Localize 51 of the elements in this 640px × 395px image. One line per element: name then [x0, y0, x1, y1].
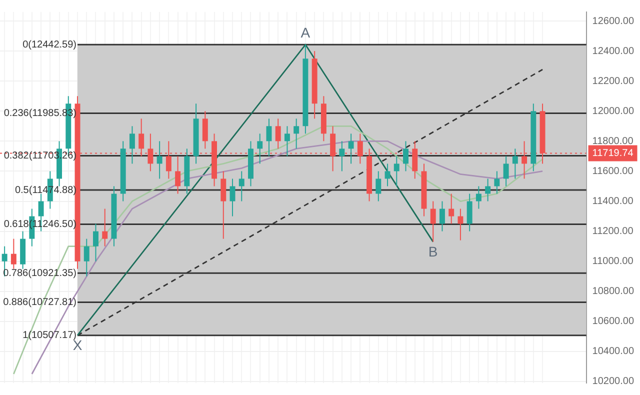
candlestick — [448, 193, 454, 224]
candlestick — [458, 208, 464, 241]
candlestick — [339, 140, 345, 172]
candlestick — [129, 126, 135, 164]
y-tick-label: 11400.00 — [592, 196, 634, 208]
candlestick — [202, 110, 208, 150]
y-tick-label: 12000.00 — [592, 106, 634, 117]
candlestick — [430, 200, 436, 242]
candlestick — [10, 238, 16, 270]
y-tick-label: 10600.00 — [592, 316, 634, 328]
candlestick — [466, 193, 472, 232]
candlestick — [156, 140, 162, 180]
candlestick — [284, 126, 290, 157]
y-tick-label: 11000.00 — [592, 256, 634, 268]
y-tick-label: 11600.00 — [592, 166, 634, 177]
candlestick — [439, 200, 445, 232]
candlestick — [403, 140, 408, 172]
candlestick — [503, 156, 509, 187]
annotation: A — [300, 24, 311, 41]
candlestick — [376, 170, 382, 202]
annotation: B — [428, 244, 438, 260]
y-tick-label: 11200.00 — [592, 226, 634, 238]
candlestick — [384, 163, 390, 187]
y-tick-label: 10800.00 — [592, 286, 634, 298]
candlestick — [257, 133, 263, 164]
ref-line-label: 0.886(10727.81) — [3, 296, 77, 308]
ref-line-label: 1(10507.17) — [22, 330, 77, 342]
candlestick — [394, 156, 400, 187]
y-tick-label: 12400.00 — [592, 46, 634, 57]
y-tick-label: 12200.00 — [592, 76, 634, 87]
candlestick — [175, 156, 181, 194]
candlestick — [494, 170, 500, 194]
ref-line-label: 11719.74 — [592, 148, 634, 159]
candlestick — [266, 118, 272, 157]
y-tick-label: 10400.00 — [592, 346, 634, 358]
candlestick — [512, 148, 518, 180]
candlestick — [476, 186, 482, 210]
ref-line-label: 0(12442.59) — [22, 39, 77, 50]
y-tick-label: 12600.00 — [592, 16, 634, 27]
candlestick — [485, 178, 491, 202]
y-tick-label: 10200.00 — [592, 376, 634, 388]
candlestick — [93, 223, 98, 262]
candlestick — [294, 118, 300, 150]
candlestick — [238, 170, 244, 202]
candlestick — [84, 238, 90, 277]
candlestick — [220, 170, 226, 240]
candlestick — [230, 178, 236, 217]
y-tick-label: 11800.00 — [592, 136, 634, 147]
candlestick — [102, 208, 108, 247]
candlestick — [348, 133, 354, 164]
candlestick — [275, 118, 281, 150]
